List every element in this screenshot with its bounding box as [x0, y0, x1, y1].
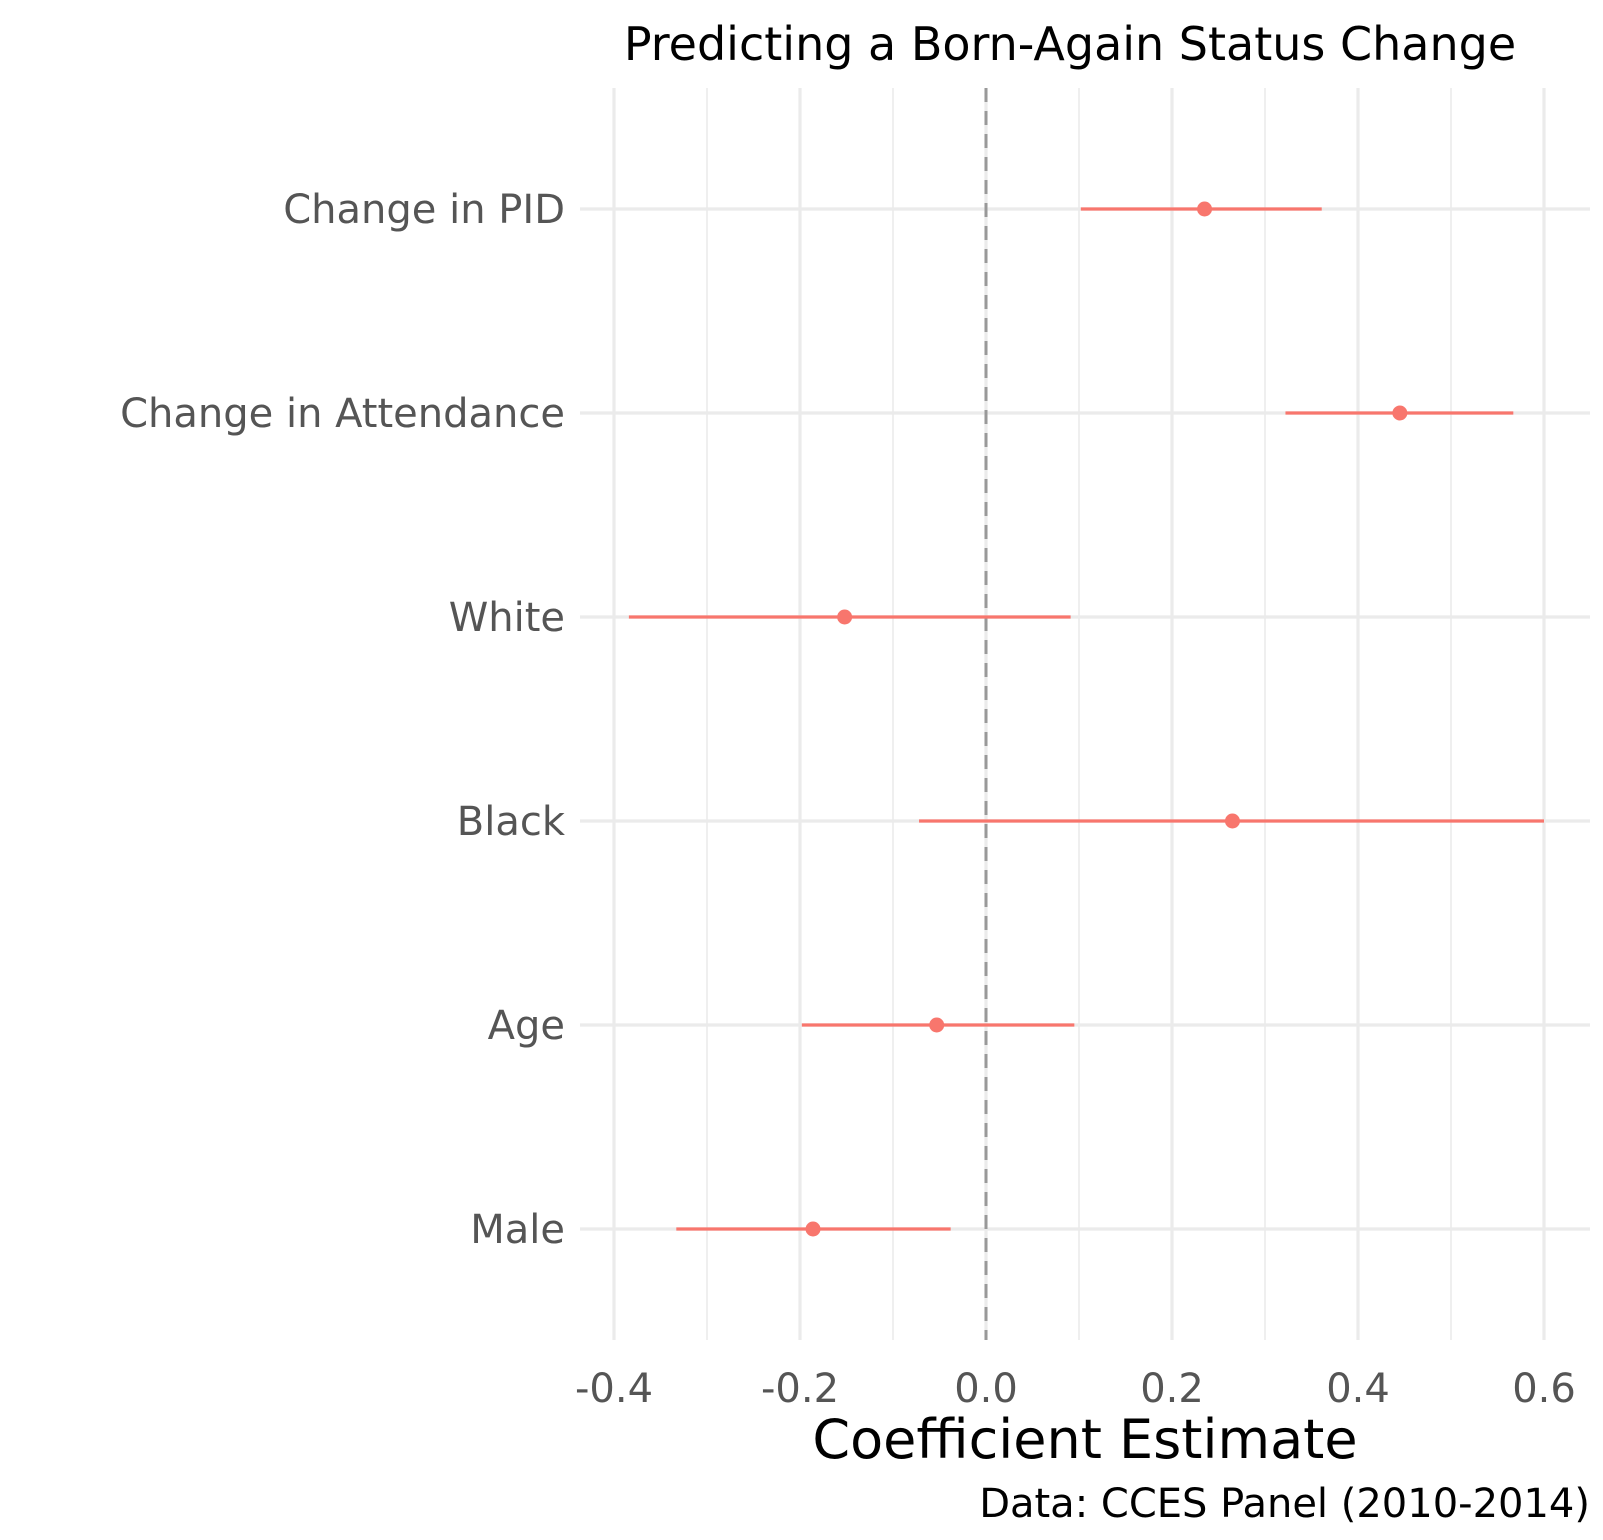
point-estimate [1224, 813, 1240, 829]
data-source-caption: Data: CCES Panel (2010-2014) [979, 1481, 1590, 1527]
y-tick-label: Change in Attendance [120, 391, 565, 437]
y-tick-label: Change in PID [283, 187, 565, 233]
chart-title: Predicting a Born-Again Status Change [624, 17, 1516, 71]
point-estimate [929, 1017, 945, 1033]
x-tick-label: -0.2 [761, 1366, 839, 1412]
point-estimate [1392, 405, 1408, 421]
y-tick-label: Male [470, 1207, 565, 1253]
x-tick-labels: -0.4 -0.2 0.0 0.2 0.4 0.6 [575, 1366, 1576, 1412]
y-tick-label: Age [488, 1003, 565, 1049]
y-tick-label: Black [457, 799, 566, 845]
y-tick-labels: Change in PID Change in Attendance White Bl… [120, 187, 566, 1253]
y-tick-label: White [449, 595, 565, 641]
x-tick-label: -0.4 [575, 1366, 653, 1412]
point-estimate [1197, 201, 1213, 217]
x-axis-title: Coefficient Estimate [812, 1408, 1357, 1471]
x-tick-label: 0.4 [1326, 1366, 1390, 1412]
error-bar-marks [628, 201, 1544, 1237]
grid-lines [580, 88, 1590, 1340]
point-estimate [837, 609, 853, 625]
x-tick-label: 0.6 [1512, 1366, 1576, 1412]
x-tick-label: 0.2 [1140, 1366, 1204, 1412]
x-tick-label: 0.0 [954, 1366, 1018, 1412]
point-estimate [805, 1221, 821, 1237]
